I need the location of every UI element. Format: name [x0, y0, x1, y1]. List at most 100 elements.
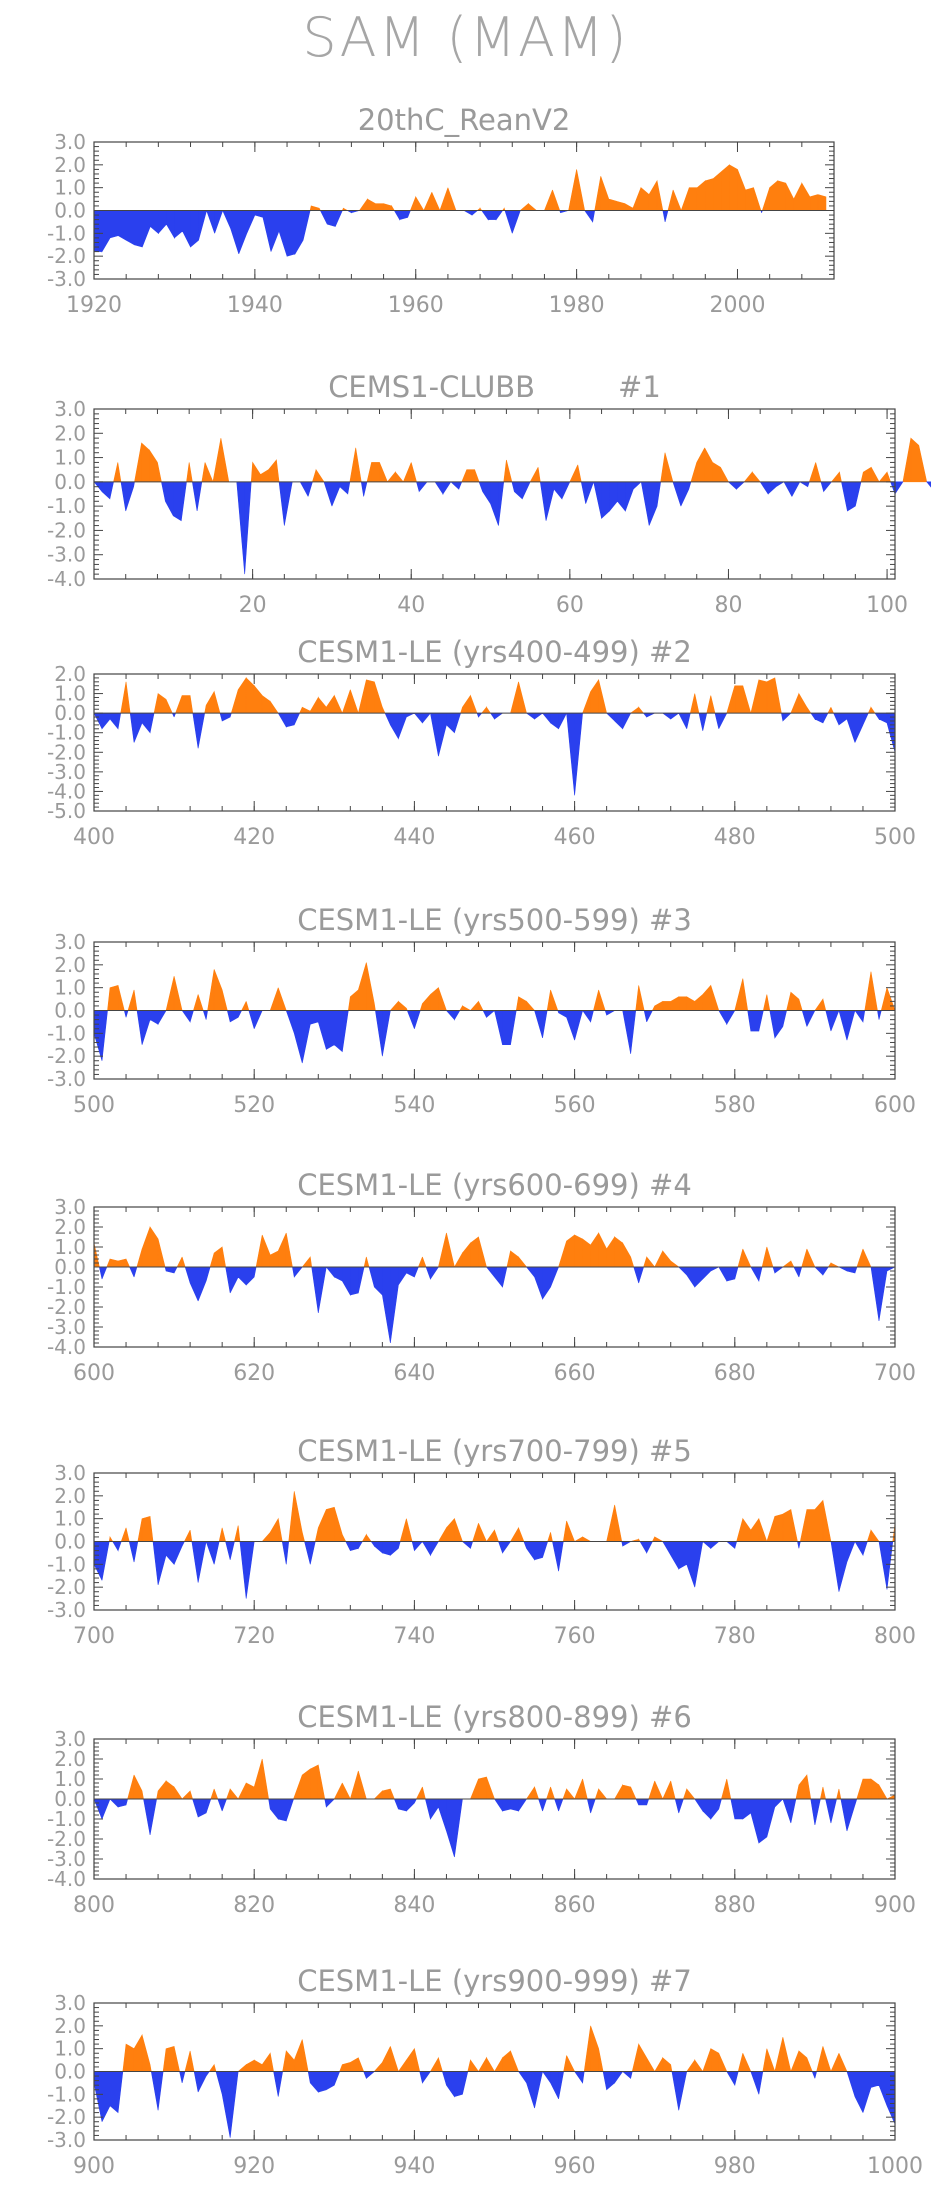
x-tick-label: 820 — [233, 1893, 275, 1918]
y-tick-label: -3.0 — [47, 543, 86, 567]
positive-area — [113, 437, 928, 483]
chart-title: CESM1-LE (yrs800-899) #6 — [297, 1700, 692, 1734]
y-tick-label: -1.0 — [47, 1807, 86, 1831]
y-tick-label: 1.0 — [54, 1767, 86, 1791]
x-tick-label: 1920 — [66, 293, 122, 318]
negative-area — [93, 712, 896, 796]
positive-area — [309, 164, 827, 211]
y-tick-label: -4.0 — [47, 567, 86, 591]
negative-area — [93, 1010, 882, 1064]
chart-panel-6: CESM1-LE (yrs700-799) #5 3.02.01.00.0-1.0… — [47, 1434, 916, 1649]
y-tick-label: -2.0 — [47, 740, 86, 764]
y-tick-label: 1.0 — [54, 682, 86, 706]
y-tick-label: 2.0 — [54, 421, 86, 445]
y-tick-label: 1.0 — [54, 2037, 86, 2061]
chart-title: CESM1-LE (yrs400-499) #2 — [297, 635, 692, 669]
x-tick-label: 880 — [714, 1893, 756, 1918]
y-tick-label: -2.0 — [47, 1044, 86, 1068]
y-tick-label: -1.0 — [47, 1021, 86, 1045]
plot-frame — [93, 1206, 896, 1348]
x-tick-label: 660 — [554, 1361, 596, 1386]
y-tick-label: 2.0 — [54, 2014, 86, 2038]
x-tick-label: 740 — [393, 1624, 435, 1649]
y-tick-label: 2.0 — [54, 153, 86, 177]
y-tick-label: 0.0 — [54, 1530, 86, 1554]
chart-title: CESM1-LE (yrs500-599) #3 — [297, 903, 692, 937]
x-tick-label: 580 — [714, 1093, 756, 1118]
x-tick-label: 940 — [393, 2154, 435, 2179]
x-tick-label: 540 — [393, 1093, 435, 1118]
y-tick-label: -4.0 — [47, 1335, 86, 1359]
y-tick-label: 2.0 — [54, 1215, 86, 1239]
negative-area — [93, 481, 931, 575]
y-tick-label: 2.0 — [54, 1747, 86, 1771]
x-tick-label: 460 — [554, 825, 596, 850]
y-tick-label: -2.0 — [47, 1575, 86, 1599]
x-tick-label: 600 — [73, 1361, 115, 1386]
x-tick-label: 480 — [714, 825, 756, 850]
x-tick-label: 600 — [874, 1093, 916, 1118]
y-tick-label: 0.0 — [54, 999, 86, 1023]
y-tick-label: -1.0 — [47, 2082, 86, 2106]
chart-title: CESM1-LE (yrs600-699) #4 — [297, 1168, 692, 1202]
chart-title: CEMS1-CLUBB #1 — [328, 370, 661, 404]
y-tick-label: 2.0 — [54, 662, 86, 686]
positive-area — [120, 676, 876, 714]
y-tick-label: 1.0 — [54, 976, 86, 1000]
y-tick-label: -3.0 — [47, 1067, 86, 1091]
x-tick-label: 760 — [554, 1624, 596, 1649]
chart-panel-3: CESM1-LE (yrs400-499) #2 2.01.00.0-1.0-2.… — [47, 635, 916, 850]
y-tick-label: -5.0 — [47, 799, 86, 823]
y-tick-label: -1.0 — [47, 221, 86, 245]
y-tick-label: 0.0 — [54, 199, 86, 223]
x-tick-label: 720 — [233, 1624, 275, 1649]
data-points — [94, 2026, 895, 2138]
y-tick-label: 3.0 — [54, 1991, 86, 2015]
chart-panel-1: 20thC_ReanV2 3.02.01.00.0-1.0-2.0-3.01920… — [47, 103, 835, 318]
x-tick-label: 700 — [73, 1624, 115, 1649]
y-tick-label: 0.0 — [54, 1255, 86, 1279]
y-tick-label: 1.0 — [54, 446, 86, 470]
x-tick-label: 560 — [554, 1093, 596, 1118]
chart-title: 20thC_ReanV2 — [358, 103, 571, 137]
x-tick-label: 60 — [556, 593, 584, 618]
x-tick-label: 500 — [874, 825, 916, 850]
y-tick-label: 0.0 — [54, 470, 86, 494]
chart-panel-4: CESM1-LE (yrs500-599) #3 3.02.01.00.0-1.0… — [47, 903, 916, 1118]
page-title: SAM (MAM) — [302, 6, 629, 69]
y-tick-label: 1.0 — [54, 1507, 86, 1531]
y-tick-label: -4.0 — [47, 779, 86, 803]
y-tick-label: -1.0 — [47, 721, 86, 745]
y-tick-label: -1.0 — [47, 1275, 86, 1299]
x-tick-label: 780 — [714, 1624, 756, 1649]
x-tick-label: 500 — [73, 1093, 115, 1118]
chart-panel-8: CESM1-LE (yrs900-999) #7 3.02.01.00.0-1.0… — [47, 1964, 923, 2179]
x-tick-label: 40 — [397, 593, 425, 618]
data-points — [94, 1227, 895, 1343]
y-tick-label: -2.0 — [47, 244, 86, 268]
y-tick-label: -3.0 — [47, 267, 86, 291]
x-tick-label: 1960 — [388, 293, 444, 318]
chart-title: CESM1-LE (yrs900-999) #7 — [297, 1964, 692, 1998]
negative-area — [93, 1541, 894, 1599]
y-tick-label: 1.0 — [54, 176, 86, 200]
x-tick-label: 440 — [393, 825, 435, 850]
y-tick-label: -1.0 — [47, 494, 86, 518]
x-tick-label: 860 — [554, 1893, 596, 1918]
y-tick-label: -4.0 — [47, 1867, 86, 1891]
y-tick-label: -2.0 — [47, 518, 86, 542]
y-tick-label: 0.0 — [54, 701, 86, 725]
y-tick-label: -2.0 — [47, 1827, 86, 1851]
negative-area — [93, 210, 763, 257]
negative-area — [98, 1266, 896, 1344]
positive-area — [127, 1758, 896, 1800]
chart-panel-7: CESM1-LE (yrs800-899) #6 3.02.01.00.0-1.0… — [47, 1700, 916, 1918]
positive-area — [93, 1226, 872, 1268]
y-tick-label: -3.0 — [47, 760, 86, 784]
positive-area — [108, 1491, 896, 1542]
y-tick-label: 1.0 — [54, 1235, 86, 1259]
y-tick-label: -3.0 — [47, 1315, 86, 1339]
x-tick-label: 1000 — [867, 2154, 923, 2179]
x-tick-label: 900 — [73, 2154, 115, 2179]
